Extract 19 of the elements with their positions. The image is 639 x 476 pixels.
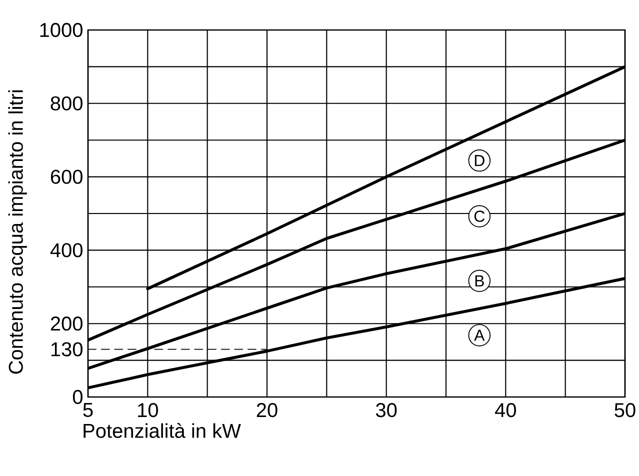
- x-tick-label: 40: [495, 403, 516, 418]
- y-tick-label: 800: [50, 96, 82, 110]
- y-tick-label: 400: [50, 243, 82, 258]
- x-tick-label: 30: [376, 403, 397, 418]
- x-tick-label: 50: [614, 403, 636, 418]
- x-tick-label: 20: [256, 403, 278, 418]
- y-axis-title: Contenuto acqua impianto in litri: [8, 90, 27, 374]
- y-tick-label: 130: [51, 342, 82, 356]
- x-tick-label: 5: [83, 403, 93, 417]
- y-tick-label: 200: [50, 316, 82, 331]
- legend-label: D: [474, 155, 484, 166]
- x-tick-label: 10: [138, 403, 158, 418]
- legend-label: B: [475, 275, 484, 286]
- x-axis-title: Potenzialità in kW: [84, 423, 241, 438]
- y-tick-label: 0: [72, 390, 82, 404]
- y-tick-label: 600: [50, 170, 82, 184]
- legend-label: A: [474, 330, 485, 341]
- y-tick-label: 1000: [40, 22, 82, 38]
- legend-label: C: [474, 210, 485, 222]
